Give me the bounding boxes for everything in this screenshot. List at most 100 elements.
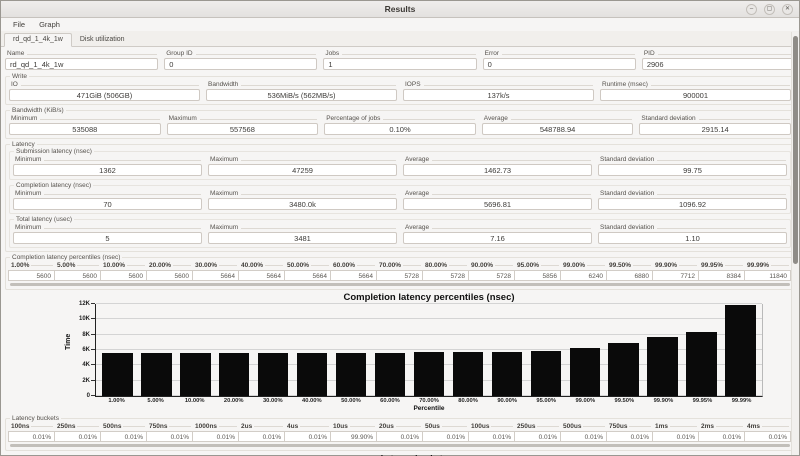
window-controls: – ▢ ✕ — [746, 4, 793, 15]
field-value-entry[interactable]: 1462.73 — [403, 164, 592, 176]
field-value-entry[interactable]: 900001 — [600, 89, 791, 101]
percentile-value[interactable]: 5600 — [146, 270, 193, 281]
field-value-entry[interactable]: 471GiB (506GB) — [9, 89, 200, 101]
bucket-value[interactable]: 0.01% — [514, 431, 561, 442]
minimize-button[interactable]: – — [746, 4, 757, 15]
percentile-header: 50.00% — [285, 261, 331, 270]
field-value-entry[interactable]: 2906 — [641, 58, 796, 70]
close-button[interactable]: ✕ — [782, 4, 793, 15]
field-label: Minimum — [9, 114, 161, 123]
percentile-value[interactable]: 5600 — [8, 270, 55, 281]
field-label: Jobs — [323, 49, 476, 58]
bucket-value[interactable]: 0.01% — [652, 431, 699, 442]
maximize-button[interactable]: ▢ — [764, 4, 775, 15]
field-value-entry[interactable]: 2915.14 — [639, 123, 791, 135]
bucket-value[interactable]: 0.01% — [100, 431, 147, 442]
field-value-entry[interactable]: 5696.81 — [403, 198, 592, 210]
percentile-value[interactable]: 6240 — [560, 270, 607, 281]
field-label: Group ID — [164, 49, 317, 58]
field-value-entry[interactable]: 557568 — [166, 123, 319, 135]
percentile-value[interactable]: 5600 — [100, 270, 147, 281]
field-value-entry[interactable]: 70 — [13, 198, 202, 210]
bucket-value[interactable]: 0.01% — [238, 431, 285, 442]
x-tick-label: 5.00% — [147, 398, 164, 404]
percentile-value[interactable]: 8384 — [698, 270, 745, 281]
y-tick-label: 6K — [82, 347, 90, 353]
field-label: Standard deviation — [598, 223, 787, 232]
field-value-entry[interactable]: 1096.92 — [598, 198, 787, 210]
bar-slot — [448, 304, 487, 396]
percentile-value[interactable]: 5728 — [422, 270, 469, 281]
menu-graph[interactable]: Graph — [39, 20, 60, 29]
tab-disk-utilization[interactable]: Disk utilization — [79, 36, 125, 43]
field-value-entry[interactable]: 7.16 — [403, 232, 592, 244]
field-value-entry[interactable]: 3481 — [208, 232, 397, 244]
horizontal-scrollbar[interactable] — [10, 283, 790, 286]
vertical-scrollbar-thumb[interactable] — [793, 36, 798, 264]
bucket-value[interactable]: 0.01% — [744, 431, 791, 442]
horizontal-scrollbar[interactable] — [10, 444, 790, 447]
field-value-entry[interactable]: 5 — [13, 232, 202, 244]
percentile-value[interactable]: 11840 — [744, 270, 791, 281]
field-value-entry[interactable]: 0 — [482, 58, 636, 70]
field-value-entry[interactable]: 548788.94 — [481, 123, 634, 135]
percentile-header: 99.95% — [699, 261, 745, 270]
bar — [530, 351, 561, 396]
bucket-value[interactable]: 0.01% — [468, 431, 515, 442]
completion-latency-label: Completion latency (nsec) — [16, 182, 92, 189]
field-value-entry[interactable]: rd_qd_1_4k_1w — [5, 58, 159, 70]
bucket-value[interactable]: 0.01% — [8, 431, 55, 442]
stat-field: Minimum 70 — [13, 189, 202, 210]
field-value-entry[interactable]: 0.10% — [324, 123, 476, 135]
field-value-entry[interactable]: 0 — [164, 58, 318, 70]
tab-job-result[interactable]: rd_qd_1_4k_1w — [4, 33, 72, 47]
field-value-entry[interactable]: 99.75 — [598, 164, 787, 176]
percentile-value[interactable]: 5664 — [238, 270, 285, 281]
percentile-value[interactable]: 5664 — [284, 270, 331, 281]
bucket-value[interactable]: 0.01% — [606, 431, 653, 442]
bucket-value[interactable]: 0.01% — [146, 431, 193, 442]
bar-slot — [487, 304, 526, 396]
vertical-scrollbar-track[interactable] — [791, 32, 799, 455]
percentile-value[interactable]: 5600 — [54, 270, 101, 281]
stat-field: Runtime (msec) 900001 — [600, 80, 791, 101]
bucket-value[interactable]: 0.01% — [376, 431, 423, 442]
field-value-entry[interactable]: 137k/s — [403, 89, 594, 101]
percentile-value[interactable]: 5664 — [330, 270, 377, 281]
percentile-header: 80.00% — [423, 261, 469, 270]
percentile-value[interactable]: 5728 — [468, 270, 515, 281]
bucket-value[interactable]: 0.01% — [698, 431, 745, 442]
bucket-column: 500us 0.01% — [560, 422, 607, 442]
field-value-entry[interactable]: 1.10 — [598, 232, 787, 244]
field-value-entry[interactable]: 535088 — [9, 123, 161, 135]
menu-file[interactable]: File — [13, 20, 26, 29]
bucket-value[interactable]: 0.01% — [560, 431, 607, 442]
percentile-value[interactable]: 7712 — [652, 270, 699, 281]
field-value-entry[interactable]: 536MiB/s (562MB/s) — [206, 89, 397, 101]
bar — [569, 348, 600, 396]
bucket-value[interactable]: 0.01% — [284, 431, 331, 442]
bucket-value[interactable]: 99.90% — [330, 431, 377, 442]
bar-slot — [215, 304, 254, 396]
bucket-value[interactable]: 0.01% — [422, 431, 469, 442]
bucket-value[interactable]: 0.01% — [54, 431, 101, 442]
bucket-column: 2us 0.01% — [238, 422, 285, 442]
percentile-header: 60.00% — [331, 261, 377, 270]
bucket-header: 250ns — [55, 422, 101, 431]
stat-field: Standard deviation 1096.92 — [598, 189, 787, 210]
bucket-column: 250us 0.01% — [514, 422, 561, 442]
field-value-entry[interactable]: 3480.0k — [208, 198, 397, 210]
percentile-value[interactable]: 5664 — [192, 270, 239, 281]
field-value-entry[interactable]: 1362 — [13, 164, 202, 176]
percentile-value[interactable]: 5856 — [514, 270, 561, 281]
percentile-value[interactable]: 6880 — [606, 270, 653, 281]
bar — [413, 352, 445, 396]
field-value-entry[interactable]: 47259 — [208, 164, 397, 176]
percentile-column: 99.90% 7712 — [652, 261, 699, 281]
field-label: Minimum — [13, 155, 202, 164]
field-value-entry[interactable]: 1 — [323, 58, 477, 70]
bar-slot — [176, 304, 215, 396]
bucket-value[interactable]: 0.01% — [192, 431, 239, 442]
stat-field: Average 548788.94 — [481, 114, 634, 135]
percentile-value[interactable]: 5728 — [376, 270, 423, 281]
